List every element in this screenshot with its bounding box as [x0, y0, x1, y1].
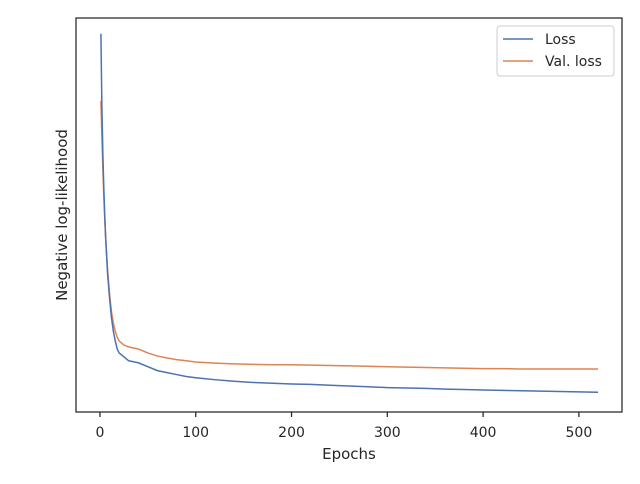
legend-label-loss: Loss [545, 32, 576, 48]
x-tick-label: 0 [95, 425, 104, 441]
series-line-loss [100, 33, 599, 394]
x-tick-label: 500 [566, 425, 593, 441]
series-layer [100, 33, 599, 394]
x-axis-label: Epochs [322, 445, 376, 463]
x-tick-label: 400 [470, 425, 497, 441]
x-tick-label: 300 [374, 425, 401, 441]
y-axis-label: Negative log-likelihood [53, 129, 71, 301]
plot-frame [75, 17, 623, 413]
x-tick-label: 200 [278, 425, 305, 441]
legend-label-val-loss: Val. loss [545, 54, 602, 70]
x-axis-ticks: 0 100 200 300 400 500 [95, 412, 592, 441]
legend: Loss Val. loss [496, 25, 615, 77]
x-tick-label: 100 [182, 425, 209, 441]
